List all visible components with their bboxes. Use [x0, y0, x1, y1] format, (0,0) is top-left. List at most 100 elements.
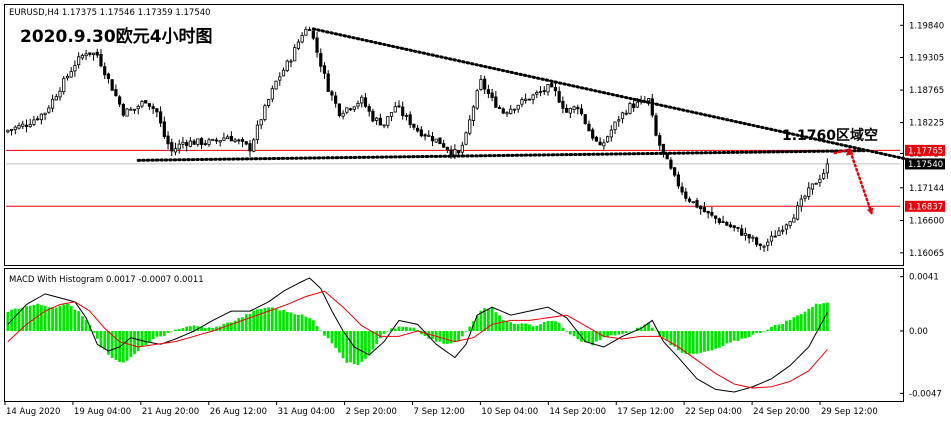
macd-histogram-bar — [747, 331, 751, 338]
macd-histogram-bar — [311, 320, 315, 332]
macd-histogram-bar — [337, 331, 341, 353]
candle-body — [714, 215, 718, 219]
candle-body — [680, 186, 684, 193]
macd-histogram-bar — [174, 329, 177, 332]
candle-body — [553, 87, 558, 92]
candle-body — [367, 106, 371, 112]
candle-body — [125, 108, 129, 117]
macd-histogram-bar — [669, 331, 673, 346]
macd-histogram-bar — [349, 331, 352, 363]
time-tick-label: 17 Sep 12:00 — [617, 407, 674, 417]
candle-body — [538, 91, 543, 93]
candle-body — [382, 124, 386, 127]
macd-histogram-bar — [602, 331, 606, 338]
macd-histogram-bar — [446, 331, 449, 344]
candle-body — [185, 142, 189, 146]
macd-histogram-bar — [334, 331, 338, 348]
candle-body — [591, 129, 595, 139]
candle-body — [799, 198, 803, 207]
macd-histogram-bar — [121, 331, 125, 363]
candle-body — [6, 129, 10, 133]
macd-histogram-bar — [151, 331, 155, 340]
candle-body — [32, 119, 36, 125]
candle-body — [274, 80, 278, 90]
candle-body — [557, 91, 561, 103]
candle-body — [36, 118, 40, 121]
macd-histogram-bar — [181, 327, 185, 332]
candle-body — [352, 106, 356, 110]
macd-histogram-bar — [755, 331, 758, 334]
candle-body — [211, 138, 215, 141]
macd-histogram-bar — [267, 307, 271, 332]
candle-body — [80, 55, 84, 59]
candle-body — [747, 233, 751, 239]
macd-histogram-bar — [263, 307, 267, 332]
macd-histogram-bar — [438, 331, 442, 342]
candle-body — [609, 129, 613, 138]
candle-body — [263, 105, 267, 120]
candle-body — [330, 91, 334, 96]
macd-histogram-bar — [226, 322, 230, 332]
price-tick-label: 1.19305 — [909, 54, 944, 64]
candle-body — [721, 221, 725, 224]
time-tick-label: 29 Sep 12:00 — [821, 407, 878, 417]
candle-body — [300, 35, 304, 43]
candle-body — [438, 137, 442, 145]
candle-body — [203, 143, 207, 145]
candle-body — [386, 116, 390, 126]
macd-histogram-bar — [114, 331, 118, 360]
macd-histogram-bar — [39, 305, 43, 332]
candle-body — [408, 114, 412, 125]
candle-body — [240, 139, 245, 142]
candle-body — [743, 232, 748, 236]
candle-body — [99, 54, 103, 67]
macd-histogram-bar — [624, 331, 628, 334]
macd-histogram-bar — [356, 331, 360, 365]
candle-body — [326, 73, 330, 92]
candle-body — [751, 236, 755, 239]
time-tick-label: 19 Aug 04:00 — [74, 407, 131, 417]
candle-body — [460, 144, 464, 153]
macd-histogram-bar — [814, 303, 818, 332]
macd-histogram-bar — [207, 327, 211, 332]
macd-histogram-bar — [725, 331, 729, 344]
candle-body — [687, 198, 692, 202]
macd-histogram-bar — [598, 331, 602, 341]
candle-body — [144, 100, 148, 104]
candle-body — [427, 134, 431, 137]
macd-histogram-bar — [509, 322, 513, 332]
candle-body — [695, 200, 699, 208]
macd-histogram-bar — [300, 314, 304, 332]
candle-body — [736, 226, 740, 229]
candle-body — [248, 143, 252, 152]
candle-body — [490, 92, 494, 99]
time-tick-label: 2 Sep 20:00 — [346, 407, 397, 417]
candle-body — [65, 75, 70, 79]
candle-body — [401, 106, 405, 116]
macd-histogram-bar — [270, 307, 274, 332]
candle-body — [218, 140, 222, 143]
macd-histogram-bar — [73, 309, 77, 332]
candle-body — [140, 101, 144, 107]
candle-body — [91, 52, 96, 56]
macd-histogram-bar — [591, 331, 595, 346]
candle-body — [13, 126, 17, 130]
candle-body — [281, 69, 286, 77]
price-tag-box — [905, 158, 945, 170]
candle-body — [788, 221, 792, 226]
candle-body — [706, 210, 710, 214]
macd-histogram-bar — [21, 307, 25, 332]
macd-histogram-bar — [319, 330, 323, 332]
macd-histogram-bar — [662, 331, 665, 338]
macd-histogram-bar — [25, 306, 28, 332]
candle-body — [453, 149, 457, 156]
macd-histogram-bar — [62, 304, 66, 332]
macd-histogram-bar — [371, 331, 375, 350]
macd-histogram-bar — [378, 331, 382, 339]
time-tick-label: 14 Aug 2020 — [6, 407, 60, 417]
candle-body — [118, 96, 122, 105]
candle-body — [658, 135, 662, 146]
macd-histogram-bar — [155, 331, 159, 337]
candle-body — [661, 143, 666, 153]
candle-body — [781, 229, 785, 232]
